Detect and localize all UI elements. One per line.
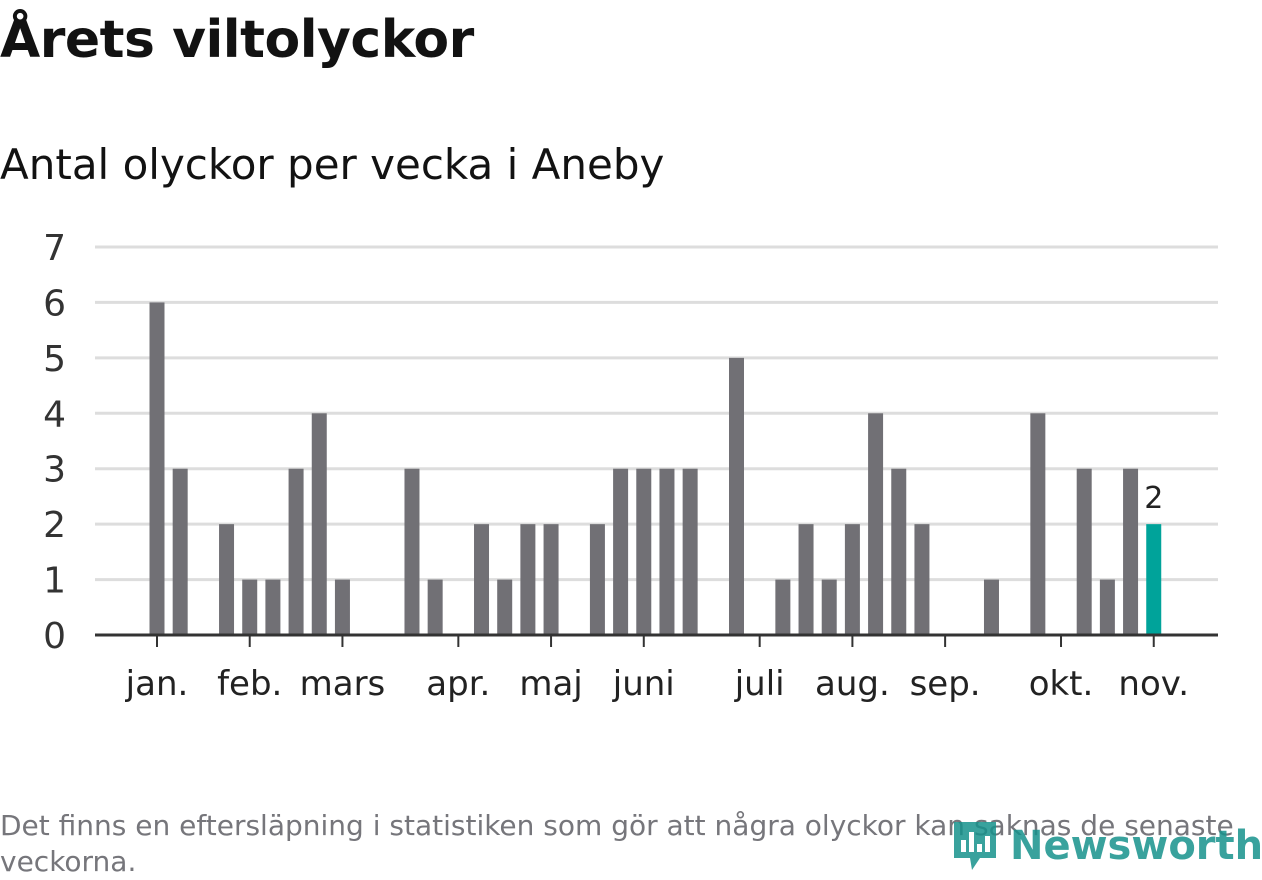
newsworthy-logo-icon bbox=[954, 822, 996, 870]
bar bbox=[334, 579, 350, 635]
bar bbox=[172, 468, 188, 635]
y-tick-label: 2 bbox=[43, 505, 66, 546]
bar bbox=[242, 579, 258, 635]
bar bbox=[914, 524, 930, 635]
y-tick-label: 3 bbox=[43, 450, 66, 491]
bar bbox=[844, 524, 860, 635]
bar bbox=[798, 524, 814, 635]
bar bbox=[427, 579, 443, 635]
x-tick-label: feb. bbox=[217, 664, 282, 704]
chart-title: Årets viltolyckor bbox=[0, 10, 474, 70]
bar-chart: 0 1 2 3 4 5 6 7 jan. feb. mars apr. maj juni juli aug. s… bbox=[43, 228, 1218, 704]
bar bbox=[636, 468, 652, 635]
x-tick-label: maj bbox=[519, 664, 582, 704]
bar bbox=[589, 524, 605, 635]
bar bbox=[288, 468, 304, 635]
bar bbox=[219, 524, 235, 635]
x-tick-label: jan. bbox=[125, 664, 189, 704]
y-tick-label: 1 bbox=[43, 561, 66, 602]
y-tick-label: 5 bbox=[43, 339, 66, 380]
bar bbox=[1123, 468, 1139, 635]
bar bbox=[682, 468, 698, 635]
bar bbox=[1030, 413, 1046, 635]
chart-subtitle: Antal olyckor per vecka i Aneby bbox=[0, 140, 665, 189]
x-tick-label: aug. bbox=[815, 664, 890, 704]
bar bbox=[311, 413, 327, 635]
y-tick-label: 4 bbox=[43, 394, 66, 435]
bar bbox=[543, 524, 559, 635]
bar bbox=[868, 413, 884, 635]
gridlines bbox=[95, 245, 1218, 582]
bar bbox=[520, 524, 536, 635]
x-tick-label: juni bbox=[612, 664, 675, 704]
bar bbox=[659, 468, 675, 635]
axes bbox=[95, 633, 1218, 647]
y-tick-label: 0 bbox=[43, 616, 66, 657]
bar bbox=[613, 468, 629, 635]
bar bbox=[983, 579, 999, 635]
x-tick-label: sep. bbox=[910, 664, 981, 704]
footnote: Det finns en eftersläpning i statistiken… bbox=[0, 809, 1234, 878]
labels: 0 1 2 3 4 5 6 7 jan. feb. mars apr. maj juni juli aug. s… bbox=[43, 228, 1189, 704]
bar bbox=[821, 579, 837, 635]
bar bbox=[497, 579, 513, 635]
x-tick-label: mars bbox=[300, 664, 386, 704]
bar bbox=[149, 302, 165, 635]
x-tick-label: nov. bbox=[1118, 664, 1189, 704]
bar bbox=[1099, 579, 1115, 635]
bar bbox=[775, 579, 791, 635]
bar bbox=[265, 579, 281, 635]
brand-name: Newsworthy bbox=[1010, 823, 1262, 869]
x-tick-label: apr. bbox=[426, 664, 490, 704]
x-tick-label: okt. bbox=[1029, 664, 1094, 704]
bars bbox=[149, 302, 1162, 635]
bar bbox=[891, 468, 907, 635]
bar bbox=[729, 357, 744, 635]
data-label: 2 bbox=[1144, 481, 1163, 516]
bar bbox=[474, 524, 490, 635]
bar bbox=[404, 468, 420, 635]
x-tick-label: juli bbox=[734, 664, 785, 704]
y-tick-label: 6 bbox=[43, 283, 66, 324]
bar bbox=[1076, 468, 1092, 635]
brand-logo: Newsworthy bbox=[950, 818, 1262, 874]
y-tick-label: 7 bbox=[43, 228, 66, 269]
bar-highlight bbox=[1146, 524, 1162, 635]
